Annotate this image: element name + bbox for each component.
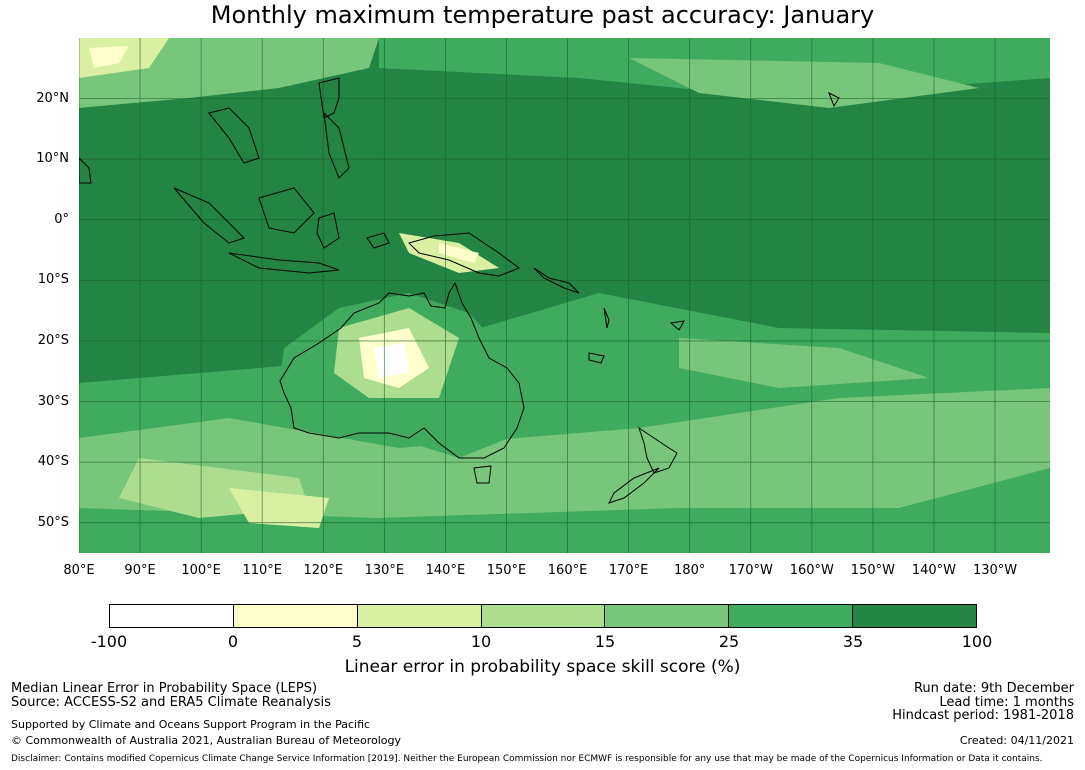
longitude-label: 90°E — [124, 563, 156, 578]
footer-source: Source: ACCESS-S2 and ERA5 Climate Reana… — [11, 695, 331, 710]
colorbar-tick: 25 — [718, 632, 740, 651]
disclaimer: Disclaimer: Contains modified Copernicus… — [11, 754, 1043, 764]
longitude-label: 150°E — [486, 563, 527, 578]
longitude-label: 160°E — [547, 563, 588, 578]
run-date: Run date: 9th December — [913, 681, 1074, 696]
lead-time: Lead time: 1 months — [939, 695, 1074, 710]
longitude-label: 130°E — [364, 563, 405, 578]
footer-support: Supported by Climate and Oceans Support … — [11, 718, 371, 731]
latitude-label: 0° — [54, 211, 69, 227]
colorbar — [109, 604, 977, 628]
longitude-label: 180° — [674, 563, 706, 578]
colorbar-tick: 10 — [470, 632, 492, 651]
colorbar-segment — [481, 605, 606, 627]
colorbar-tick: 15 — [594, 632, 616, 651]
colorbar-tick: 35 — [842, 632, 864, 651]
created-date: Created: 04/11/2021 — [959, 734, 1074, 747]
longitude-label: 130°W — [972, 563, 1018, 578]
longitude-label: 170°E — [608, 563, 649, 578]
latitude-label: 40°S — [37, 454, 69, 470]
map-gridlines — [79, 38, 1050, 553]
longitude-label: 140°E — [425, 563, 466, 578]
longitude-label: 110°E — [242, 563, 282, 578]
hindcast-period: Hindcast period: 1981-2018 — [892, 708, 1074, 723]
footer-copyright: © Commonwealth of Australia 2021, Austra… — [11, 734, 401, 747]
colorbar-tick: -100 — [90, 632, 128, 651]
latitude-label: 30°S — [37, 393, 69, 409]
map-title: Monthly maximum temperature past accurac… — [210, 1, 875, 29]
colorbar-tick: 100 — [961, 632, 993, 651]
longitude-label: 170°W — [728, 563, 773, 578]
colorbar-label: Linear error in probability space skill … — [344, 657, 741, 677]
longitude-label: 120°E — [303, 563, 344, 578]
colorbar-segment — [605, 605, 730, 627]
longitude-label: 80°E — [63, 563, 95, 578]
longitude-label: 140°W — [911, 563, 957, 578]
longitude-label: 160°W — [789, 563, 834, 578]
longitude-label: 100°E — [181, 563, 221, 578]
coastlines — [79, 77, 840, 504]
latitude-label: 10°N — [36, 151, 69, 167]
colorbar-segment — [357, 605, 482, 627]
latitude-label: 20°S — [37, 332, 69, 348]
footer-method: Median Linear Error in Probability Space… — [11, 681, 318, 696]
latitude-label: 20°N — [36, 90, 69, 106]
colorbar-segment — [853, 605, 977, 627]
latitude-label: 10°S — [37, 272, 69, 288]
skill-score-map — [79, 38, 1050, 553]
colorbar-segment — [233, 605, 358, 627]
colorbar-segment — [729, 605, 854, 627]
longitude-label: 150°W — [850, 563, 895, 578]
colorbar-tick: 0 — [227, 632, 239, 651]
colorbar-segment — [110, 605, 234, 627]
latitude-label: 50°S — [37, 514, 69, 530]
colorbar-tick: 5 — [351, 632, 363, 651]
